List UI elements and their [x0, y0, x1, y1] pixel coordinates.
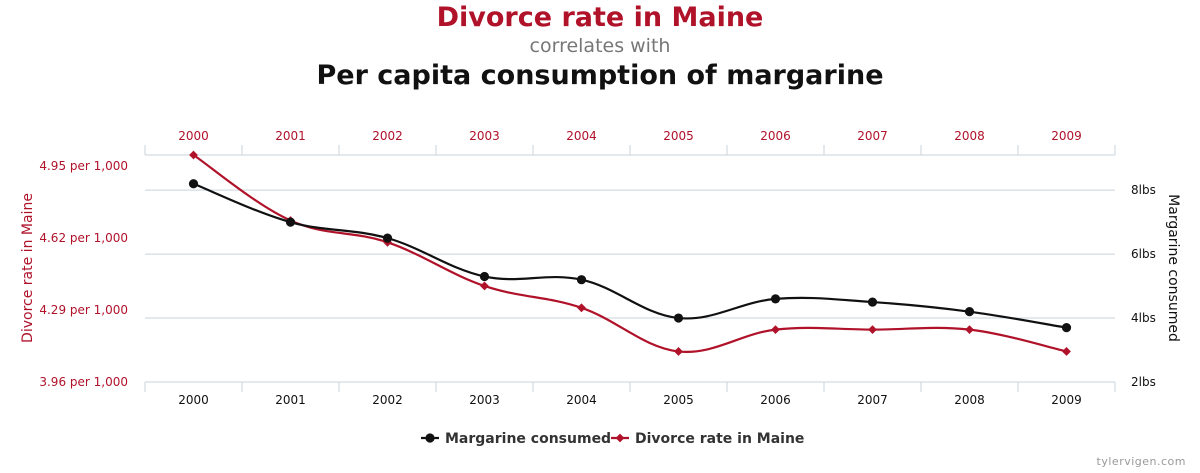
- divorce-data-point: [480, 281, 489, 291]
- top-x-tick-label: 2000: [178, 129, 209, 143]
- axes: Divorce rate in Maine Margarine consumed…: [20, 129, 1181, 407]
- bottom-x-tick-label: 2007: [857, 393, 888, 407]
- divorce-data-point: [674, 347, 683, 356]
- bottom-x-tick-label: 2006: [760, 393, 791, 407]
- right-axis-title: Margarine consumed: [1165, 194, 1181, 342]
- top-x-tick-label: 2005: [663, 129, 694, 143]
- bottom-x-tick-label: 2002: [372, 393, 403, 407]
- right-y-tick-label: 4lbs: [1131, 311, 1156, 325]
- left-y-tick-label: 4.62 per 1,000: [39, 231, 128, 245]
- bottom-x-tick-label: 2009: [1051, 393, 1082, 407]
- top-x-tick-label: 2006: [760, 129, 791, 143]
- margarine-data-point: [770, 294, 781, 304]
- top-x-tick-label: 2002: [372, 129, 403, 143]
- margarine-data-point: [867, 297, 878, 307]
- series: [188, 150, 1072, 356]
- margarine-series-line: [193, 182, 1067, 329]
- legend-margarine-label: Margarine consumed: [445, 431, 611, 447]
- margarine-data-point: [285, 217, 296, 227]
- right-y-tick-label: 6lbs: [1131, 247, 1156, 261]
- top-x-tick-label: 2003: [469, 129, 500, 143]
- margarine-data-point: [188, 179, 199, 189]
- divorce-data-point: [577, 303, 586, 313]
- legend-divorce-marker: [615, 433, 625, 443]
- legend-margarine-marker: [425, 433, 435, 443]
- left-y-tick-label: 4.29 per 1,000: [39, 303, 128, 317]
- divorce-data-point: [868, 325, 877, 335]
- top-x-tick-label: 2001: [275, 129, 306, 143]
- chart-title-primary: Divorce rate in Maine: [436, 2, 764, 33]
- margarine-data-point: [479, 271, 490, 282]
- top-x-tick-label: 2007: [857, 129, 888, 143]
- top-x-tick-label: 2004: [566, 129, 597, 143]
- bottom-x-tick-label: 2003: [469, 393, 500, 407]
- bottom-x-tick-label: 2005: [663, 393, 694, 407]
- legend-divorce-label: Divorce rate in Maine: [635, 431, 804, 447]
- left-y-tick-label: 3.96 per 1,000: [39, 375, 128, 389]
- top-x-tick-label: 2008: [954, 129, 985, 143]
- margarine-data-point: [382, 233, 393, 243]
- bottom-x-tick-label: 2001: [275, 393, 306, 407]
- margarine-data-point: [1061, 323, 1072, 333]
- bottom-x-tick-label: 2000: [178, 393, 209, 407]
- right-y-tick-label: 8lbs: [1131, 183, 1156, 197]
- margarine-data-point: [964, 307, 975, 317]
- divorce-data-point: [189, 150, 198, 160]
- watermark: tylervigen.com: [1096, 455, 1186, 468]
- divorce-series-line: [192, 154, 1067, 354]
- right-y-tick-label: 2lbs: [1131, 375, 1156, 389]
- bottom-x-tick-label: 2004: [566, 393, 597, 407]
- bottom-x-tick-label: 2008: [954, 393, 985, 407]
- chart-title-secondary: Per capita consumption of margarine: [316, 60, 884, 91]
- margarine-data-point: [576, 275, 587, 285]
- margarine-data-point: [673, 313, 684, 323]
- left-y-tick-label: 4.95 per 1,000: [39, 159, 128, 173]
- legend: Margarine consumed Divorce rate in Maine: [421, 431, 804, 447]
- top-x-tick-label: 2009: [1051, 129, 1082, 143]
- divorce-data-point: [1062, 347, 1071, 356]
- grid-lines: [145, 189, 1115, 319]
- chart-title-connector: correlates with: [529, 35, 671, 57]
- divorce-data-point: [965, 325, 974, 335]
- left-axis-title: Divorce rate in Maine: [20, 193, 36, 343]
- divorce-data-point: [771, 325, 780, 335]
